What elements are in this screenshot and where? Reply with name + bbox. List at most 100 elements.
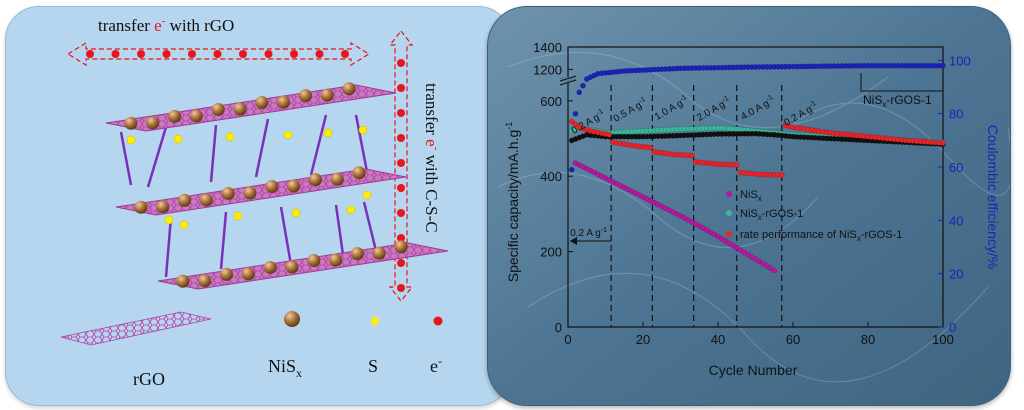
electron-dot	[397, 59, 405, 67]
electron-dot	[397, 134, 405, 142]
legend-nisx-label: NiSx	[268, 356, 302, 380]
sulfur-dot	[233, 211, 243, 221]
electron-dot	[162, 50, 171, 58]
y2-tick-label: 40	[949, 213, 963, 228]
sulfur-dot	[323, 128, 333, 138]
y2-tick-label: 60	[949, 160, 963, 175]
legend-marker-rate	[726, 231, 732, 237]
c-s-c-bridge	[164, 216, 173, 278]
sulfur-dot	[173, 134, 183, 144]
sulfur-dot-icon	[371, 317, 379, 325]
data-point	[778, 172, 785, 178]
electron-dot	[397, 284, 405, 292]
rgo-sheet	[115, 166, 407, 216]
data-point	[771, 267, 778, 274]
sulfur-dot	[346, 205, 356, 215]
nis-sphere	[233, 102, 247, 116]
chart-panel: 0 20 40 60 80 100 0 200 400 600 1200 1400 0 20 40 60 80 1…	[487, 6, 1011, 406]
nis-sphere	[156, 200, 170, 214]
electron-dot	[239, 50, 247, 58]
nis-sphere	[372, 246, 386, 260]
y2-tick-label: 0	[949, 320, 956, 335]
electron-dot	[188, 50, 196, 58]
side-arrow-label: transfer e- with C-S-C	[422, 83, 442, 233]
legend-marker-nisx-rgos	[726, 210, 732, 216]
nis-sphere	[350, 247, 364, 261]
x-tick-label: 80	[861, 332, 875, 347]
chart-axes: 0 20 40 60 80 1000200400600120014000204060801…	[533, 40, 971, 347]
x-tick-label: 60	[786, 332, 800, 347]
sulfur-dot	[291, 208, 301, 218]
sulfur-dot	[225, 132, 235, 142]
nis-sphere	[330, 172, 344, 186]
nis-sphere	[189, 109, 203, 123]
nis-sphere	[394, 240, 408, 254]
sulfur-dot	[179, 220, 189, 230]
data-point	[580, 82, 586, 89]
nis-sphere	[342, 82, 356, 96]
data-point	[568, 118, 575, 125]
y-tick-label: 0	[555, 320, 562, 335]
data-point	[572, 121, 579, 128]
nis-sphere	[320, 88, 334, 102]
series-rate-performance-of-nisx-rgos-1	[568, 118, 946, 178]
c-s-c-bridge	[354, 114, 370, 178]
sulfur-dot	[126, 135, 136, 145]
nis-sphere	[263, 260, 277, 274]
electron-dot	[137, 50, 145, 58]
nisx-rgo-layered-structure	[105, 82, 449, 290]
rgo-sheet	[105, 82, 397, 132]
x-tick-label: 20	[636, 332, 650, 347]
electron-dot	[86, 50, 94, 58]
c-s-c-bridge	[219, 211, 228, 270]
y-tick-label: 600	[540, 94, 562, 109]
c-s-c-bridge	[309, 114, 328, 176]
nis-sphere	[307, 254, 321, 268]
data-point	[568, 166, 575, 173]
sulfur-dot	[164, 215, 174, 225]
c-s-c-bridge	[146, 126, 168, 188]
nis-sphere	[298, 89, 312, 103]
capacity-cycling-chart: 0 20 40 60 80 1000200400600120014000204060801…	[488, 7, 1010, 405]
data-point	[688, 152, 695, 159]
nis-sphere	[124, 116, 138, 130]
electron-dot	[264, 50, 273, 58]
nis-sphere	[329, 253, 343, 267]
c-s-c-bridge	[209, 124, 218, 183]
schematic-illustration: transfer e- with rGO transfer e- with C-…	[60, 15, 449, 389]
rate-boundaries	[610, 85, 783, 327]
nis-sphere	[134, 200, 148, 214]
top-arrow-label: transfer e- with rGO	[98, 15, 234, 35]
rgo-sheet	[157, 240, 449, 290]
data-point	[576, 89, 583, 96]
legend-nisx-rgos: NiSx-rGOS-1	[740, 208, 803, 222]
chart-series	[568, 62, 946, 274]
nis-sphere	[308, 173, 322, 187]
y-tick-label: 400	[540, 169, 562, 184]
nis-sphere	[168, 109, 182, 123]
nis-sphere	[243, 186, 257, 200]
nis-sphere	[198, 274, 212, 288]
nis-sphere	[352, 166, 366, 180]
nis-sphere	[287, 179, 301, 193]
nis-sphere	[265, 180, 279, 194]
data-point	[606, 131, 613, 138]
ce-series-label: NiSx-rGOS-1	[863, 93, 932, 109]
electron-dot	[290, 50, 298, 58]
data-point	[940, 140, 946, 146]
y2-axis-title: Coulombic efficiency/%	[985, 125, 1001, 269]
series-nisx	[572, 160, 778, 274]
nis-sphere	[255, 96, 269, 110]
nis-sphere	[220, 267, 234, 281]
y-tick-label: 1400	[533, 40, 562, 55]
legend-marker-nisx	[726, 191, 732, 197]
x-tick-label: 100	[932, 332, 954, 347]
electron-dot	[397, 234, 405, 242]
c-s-c-bridge	[254, 118, 270, 178]
electron-dot-icon	[433, 316, 443, 326]
c-s-c-bridge	[119, 131, 133, 186]
electron-dot	[397, 184, 405, 192]
y-tick-label: 200	[540, 245, 562, 260]
electron-dot	[397, 259, 405, 267]
top-transfer-arrow	[66, 41, 371, 67]
